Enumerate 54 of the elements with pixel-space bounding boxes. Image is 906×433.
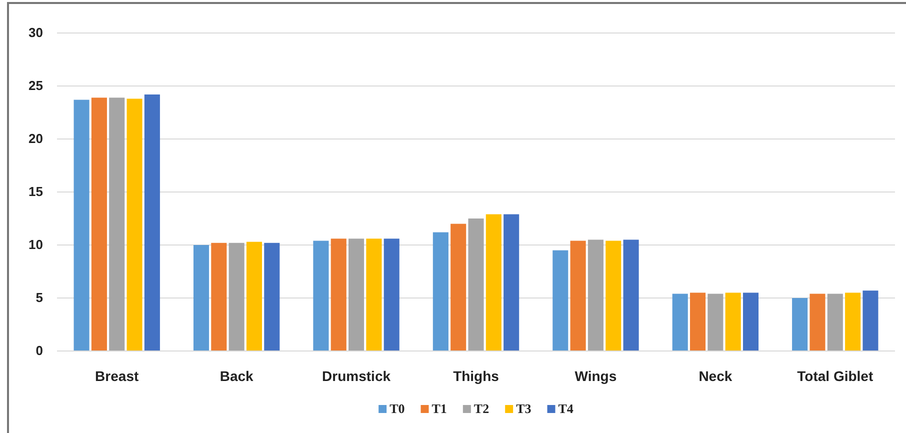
bar [690, 292, 706, 351]
bar [725, 292, 741, 351]
bar [384, 238, 400, 351]
x-tick-label: Back [220, 368, 254, 384]
bar [74, 100, 90, 351]
bar [468, 218, 484, 351]
bar [330, 238, 346, 351]
x-tick-label: Drumstick [322, 368, 391, 384]
bar [264, 242, 280, 351]
bar [845, 292, 861, 351]
y-tick-label: 0 [36, 343, 43, 358]
bar [606, 240, 622, 351]
bar [623, 240, 639, 351]
y-tick-label: 25 [28, 78, 43, 94]
bar [552, 250, 568, 351]
bar [810, 294, 826, 351]
x-tick-label: Wings [574, 368, 617, 384]
bar [486, 214, 502, 351]
y-tick-label: 30 [28, 25, 43, 40]
y-tick-label: 15 [28, 184, 43, 200]
bar [588, 240, 604, 351]
bar [672, 294, 688, 351]
bar [228, 242, 244, 351]
bar [432, 232, 448, 351]
bar [570, 240, 586, 351]
bar [193, 245, 210, 351]
legend-label: T1 [432, 401, 447, 416]
y-tick-label: 20 [28, 131, 43, 146]
y-tick-label: 5 [36, 290, 43, 306]
x-tick-label: Breast [95, 368, 139, 384]
bar [827, 294, 843, 351]
bar [792, 298, 808, 351]
bar [144, 94, 160, 351]
bar [211, 242, 227, 351]
x-tick-label: Thighs [453, 368, 500, 384]
legend-label: T3 [516, 401, 532, 416]
bar [450, 224, 466, 351]
legend-label: T4 [558, 401, 574, 416]
bar [348, 238, 364, 351]
bar [504, 214, 520, 351]
bar [246, 242, 262, 351]
x-tick-label: Total Giblet [797, 368, 874, 384]
bar [91, 98, 107, 351]
bar [862, 290, 878, 351]
legend-label: T0 [390, 401, 405, 416]
bar [742, 292, 759, 351]
bar [126, 98, 142, 351]
y-tick-label: 10 [28, 237, 43, 252]
bar [708, 294, 724, 351]
bar [313, 240, 329, 351]
bar [366, 238, 382, 351]
legend-label: T2 [474, 401, 490, 416]
x-tick-label: Neck [698, 368, 732, 384]
bar [109, 98, 125, 351]
